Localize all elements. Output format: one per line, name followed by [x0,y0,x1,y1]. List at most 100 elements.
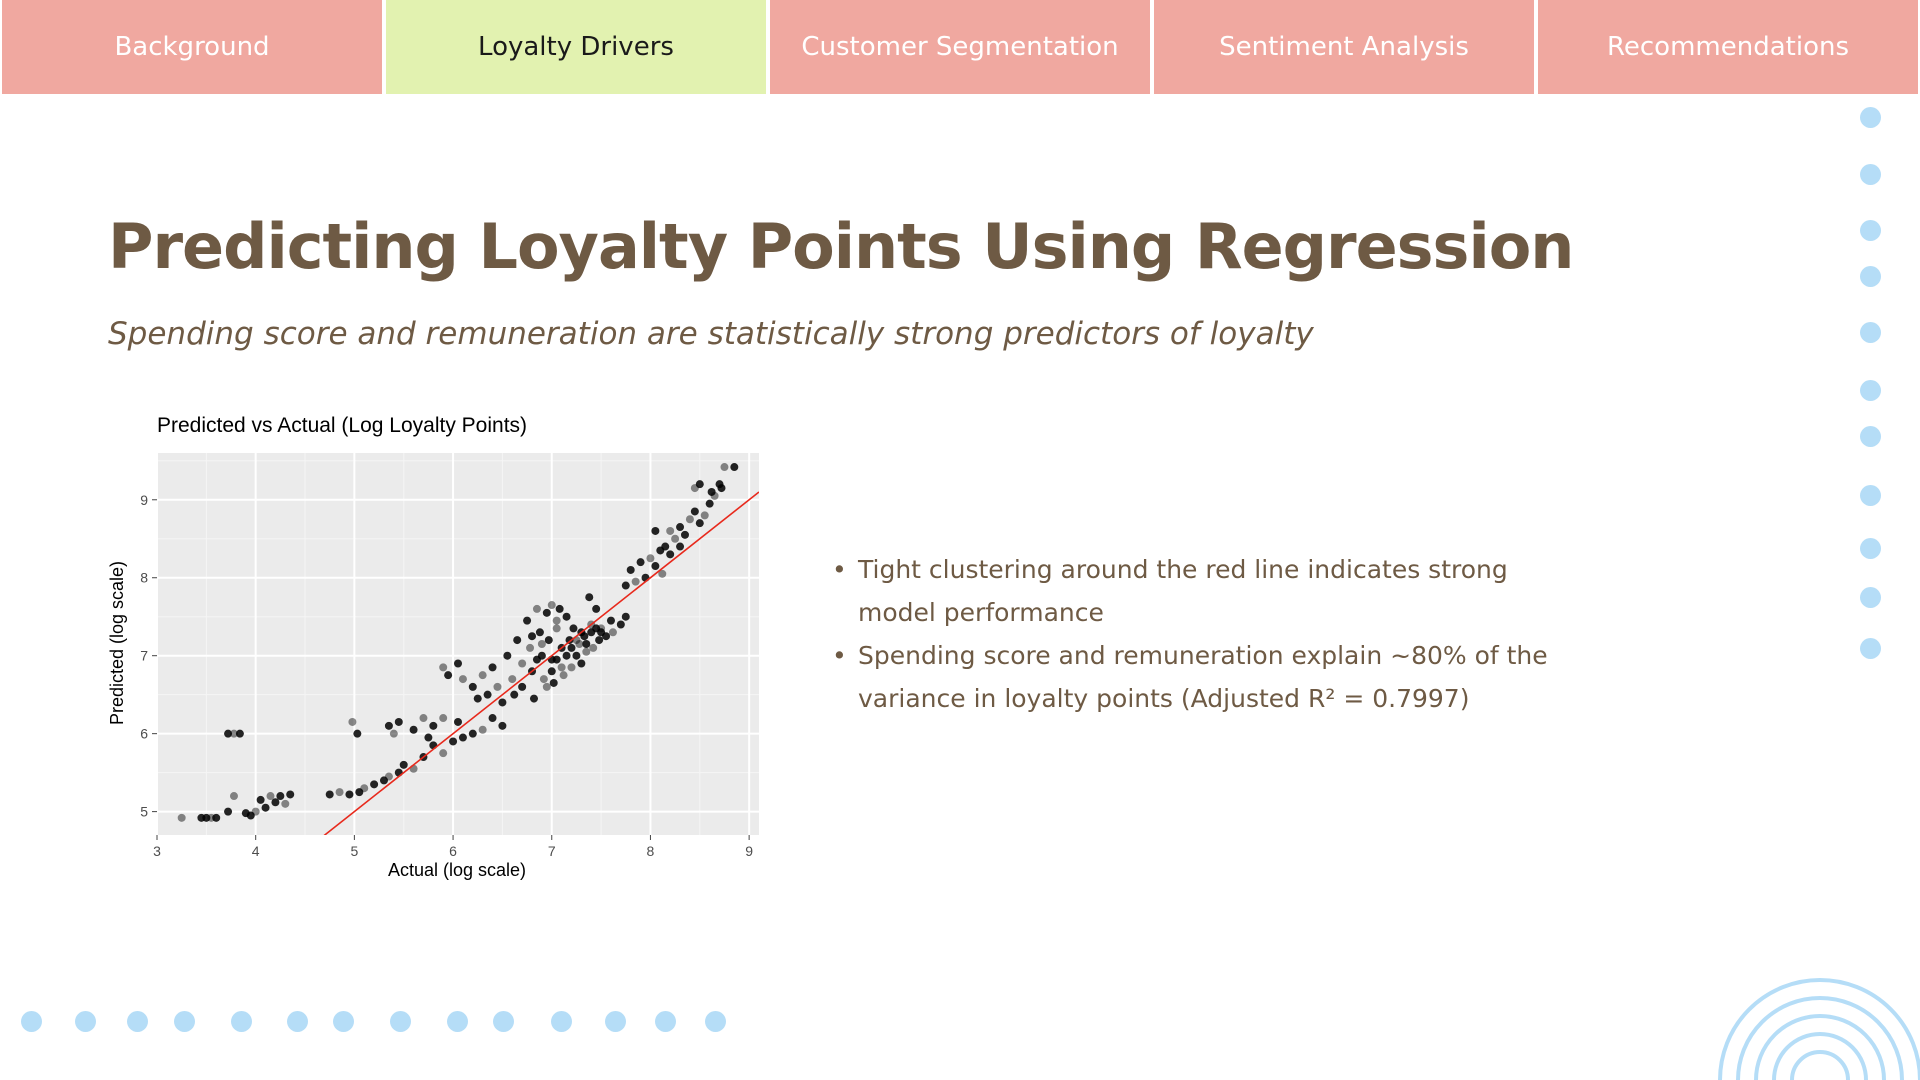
decor-dot [1860,587,1881,608]
data-point [690,507,699,516]
data-point [626,565,635,574]
data-point [707,487,716,496]
data-point [281,799,290,808]
data-point [562,651,571,660]
data-point [493,682,502,691]
data-point [235,729,244,738]
data-point [271,798,280,807]
data-point [641,573,650,582]
data-point [582,640,591,648]
data-point [592,604,601,613]
data-point [695,519,704,528]
decor-dot [390,1011,411,1032]
data-point [353,729,362,738]
data-point [389,729,398,738]
data-point [606,616,615,625]
data-point [676,542,685,551]
decor-dot [447,1011,468,1032]
data-point [498,721,507,730]
data-point [636,558,645,567]
data-point [518,682,527,691]
data-point [616,620,625,629]
data-point [409,725,418,734]
y-tick-label: 6 [140,726,148,742]
y-tick-label: 7 [140,648,148,664]
page-subtitle: Spending score and remuneration are stat… [108,316,1314,352]
data-point [575,640,584,648]
data-point [555,604,564,613]
decor-dot [21,1011,42,1032]
data-point [526,643,535,652]
data-point [651,562,660,571]
data-point [286,790,295,799]
data-point [559,671,568,680]
insight-list: Tight clustering around the red line ind… [828,548,1588,720]
decor-dot [705,1011,726,1032]
data-point [680,530,689,539]
data-point [535,628,544,637]
decor-dot [174,1011,195,1032]
page-title: Predicting Loyalty Points Using Regressi… [108,210,1574,283]
data-point [532,655,541,664]
data-point [478,671,487,680]
x-tick-label: 8 [647,843,655,859]
decor-dot [75,1011,96,1032]
data-point [458,675,467,684]
data-point [569,624,578,633]
data-point [685,515,694,524]
x-axis-label: Actual (log scale) [388,860,526,880]
data-point [577,659,586,668]
data-point [539,675,548,684]
data-point [547,667,556,676]
data-point [478,725,487,734]
data-point [582,647,591,656]
data-point [717,484,726,493]
data-point [730,463,739,472]
data-point [661,542,670,551]
y-tick-label: 5 [140,804,148,820]
insight-item: Tight clustering around the red line ind… [828,548,1588,634]
data-point [261,803,270,812]
decor-dot [1860,538,1881,559]
data-point [229,792,238,801]
tab-customer-segmentation[interactable]: Customer Segmentation [770,0,1150,94]
data-point [251,807,260,816]
tab-loyalty-drivers[interactable]: Loyalty Drivers [386,0,766,94]
data-point [348,717,357,726]
data-point [523,616,532,625]
data-point [528,632,537,641]
data-point [449,737,458,746]
insight-item: Spending score and remuneration explain … [828,634,1588,720]
data-point [473,694,482,703]
decor-dot [287,1011,308,1032]
section-tabs: Background Loyalty Drivers Customer Segm… [0,0,1920,96]
decor-dot [1860,485,1881,506]
data-point [695,480,704,489]
decor-dot [655,1011,676,1032]
data-point [394,717,403,726]
data-point [483,690,492,699]
data-point [666,526,675,535]
data-point [503,651,512,660]
data-point [355,788,364,797]
tab-sentiment-analysis[interactable]: Sentiment Analysis [1154,0,1534,94]
data-point [542,608,551,617]
data-point [658,569,667,578]
plot-panel: 3 4 5 6 7 8 9 5 6 7 8 9 [140,453,759,859]
tab-background[interactable]: Background [2,0,382,94]
decor-dot [493,1011,514,1032]
data-point [458,733,467,742]
data-point [572,651,581,660]
data-point [720,463,729,472]
decor-dot [551,1011,572,1032]
data-point [439,714,448,723]
y-tick-label: 8 [140,570,148,586]
data-point [567,643,576,652]
x-tick-label: 6 [449,843,457,859]
data-point [510,690,519,699]
decor-dot [1860,380,1881,401]
decor-dot [1860,322,1881,343]
data-point [552,616,561,625]
tab-recommendations[interactable]: Recommendations [1538,0,1918,94]
data-point [537,640,546,648]
